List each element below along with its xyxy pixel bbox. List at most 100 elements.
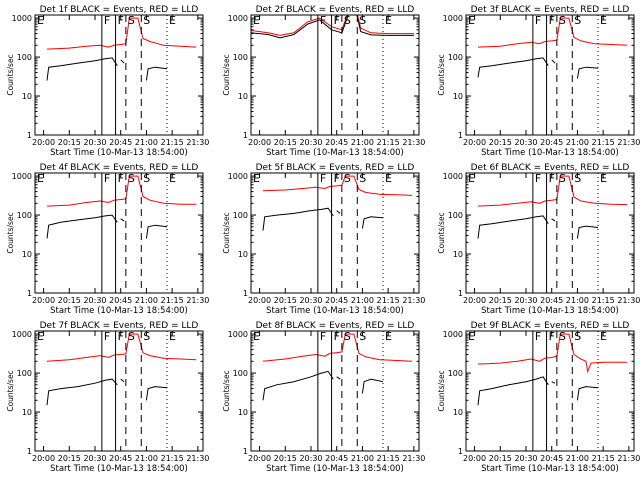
axes-frame	[34, 172, 204, 294]
y-tick-label: 1000	[443, 172, 463, 181]
marker-label-f: F	[118, 172, 124, 185]
axes-frame	[465, 330, 635, 452]
plot-area	[251, 15, 414, 135]
y-tick-label: 100	[233, 53, 248, 62]
marker-label-s: S	[359, 172, 366, 185]
series-line-events	[576, 386, 599, 401]
marker-label-s: S	[559, 172, 566, 185]
plot-area	[35, 331, 197, 451]
x-tick-label: 21:30	[186, 296, 209, 305]
series-line-events	[262, 370, 334, 401]
marker-label-f: F	[334, 14, 340, 27]
x-tick-label: 20:00	[248, 296, 271, 305]
x-tick-label: 21:30	[402, 296, 425, 305]
x-tick-label: 20:30	[514, 138, 537, 147]
x-tick-label: 20:45	[540, 296, 563, 305]
series-line-events	[46, 378, 118, 406]
marker-label-s: S	[574, 330, 581, 343]
marker-label-s: S	[128, 14, 135, 27]
y-axis-label: Counts/sec	[437, 212, 446, 253]
x-tick-label: 20:30	[299, 296, 322, 305]
y-tick-label: 100	[17, 53, 32, 62]
y-tick-label: 1000	[12, 172, 32, 181]
marker-label-f: F	[320, 14, 326, 27]
marker-label-e: E	[600, 330, 607, 343]
x-tick-label: 20:30	[83, 454, 106, 463]
x-tick-label: 20:30	[514, 296, 537, 305]
series-line-events	[145, 386, 168, 401]
series-line-events	[120, 59, 125, 64]
marker-label-s: S	[559, 330, 566, 343]
marker-label-s: S	[359, 14, 366, 27]
y-tick-label: 1000	[228, 330, 248, 339]
marker-label-f: F	[549, 330, 555, 343]
series-line-events	[336, 210, 341, 214]
y-tick-label: 100	[17, 369, 32, 378]
marker-label-s: S	[344, 172, 351, 185]
x-axis-label: Start Time (10-Mar-13 18:54:00)	[50, 306, 188, 316]
panel-title: Det 7f BLACK = Events, RED = LLD	[40, 321, 199, 331]
series-line-lld	[477, 333, 628, 374]
marker-label-f: F	[320, 172, 326, 185]
marker-label-f: F	[104, 330, 110, 343]
x-tick-label: 20:15	[489, 138, 512, 147]
x-tick-label: 21:15	[377, 454, 400, 463]
series-line-events	[120, 378, 125, 383]
series-line-events	[477, 215, 549, 239]
x-tick-label: 21:15	[377, 138, 400, 147]
y-tick-label: 10	[22, 250, 32, 259]
marker-label-f: F	[549, 172, 555, 185]
marker-label-e: E	[385, 172, 392, 185]
x-axis-label: Start Time (10-Mar-13 18:54:00)	[266, 148, 404, 158]
marker-label-s: S	[128, 172, 135, 185]
marker-label-e: E	[468, 172, 475, 185]
y-tick-label: 10	[22, 408, 32, 417]
x-tick-label: 20:00	[248, 454, 271, 463]
x-tick-label: 20:45	[109, 454, 132, 463]
panel-title: Det 5f BLACK = Events, RED = LLD	[256, 163, 415, 173]
series-line-events	[551, 59, 556, 64]
x-tick-label: 21:00	[135, 296, 158, 305]
y-axis-label: Counts/sec	[6, 212, 15, 253]
marker-label-s: S	[143, 14, 150, 27]
y-tick-label: 1	[458, 289, 463, 298]
x-tick-label: 20:45	[325, 296, 348, 305]
series-line-events	[551, 381, 556, 384]
x-tick-label: 21:15	[592, 296, 615, 305]
x-tick-label: 21:00	[135, 138, 158, 147]
series-line-events	[361, 378, 384, 394]
marker-label-s: S	[344, 14, 351, 27]
series-line-events	[576, 66, 599, 79]
x-tick-label: 20:45	[325, 454, 348, 463]
x-tick-label: 21:15	[161, 454, 184, 463]
marker-label-f: F	[104, 172, 110, 185]
x-tick-label: 20:15	[489, 296, 512, 305]
axes-frame	[34, 330, 204, 452]
x-tick-label: 20:45	[109, 296, 132, 305]
series-line-events	[120, 218, 125, 222]
panel-title: Det 2f BLACK = Events, RED = LLD	[256, 5, 415, 15]
axes-frame	[465, 172, 635, 294]
x-tick-label: 21:30	[186, 138, 209, 147]
x-tick-label: 20:30	[299, 138, 322, 147]
y-tick-label: 1	[458, 131, 463, 140]
series-line-events	[551, 218, 556, 222]
y-tick-label: 10	[453, 250, 463, 259]
x-tick-label: 20:00	[463, 454, 486, 463]
y-tick-label: 1	[27, 447, 32, 456]
plot-area	[466, 331, 628, 451]
x-tick-label: 21:00	[566, 454, 589, 463]
series-line-events	[251, 15, 414, 39]
marker-label-e: E	[169, 172, 176, 185]
x-tick-label: 21:00	[351, 138, 374, 147]
x-tick-label: 21:30	[402, 454, 425, 463]
y-tick-label: 1	[243, 447, 248, 456]
marker-label-f: F	[118, 14, 124, 27]
series-line-events	[262, 207, 334, 231]
x-tick-label: 20:30	[83, 138, 106, 147]
marker-label-e: E	[468, 14, 475, 27]
